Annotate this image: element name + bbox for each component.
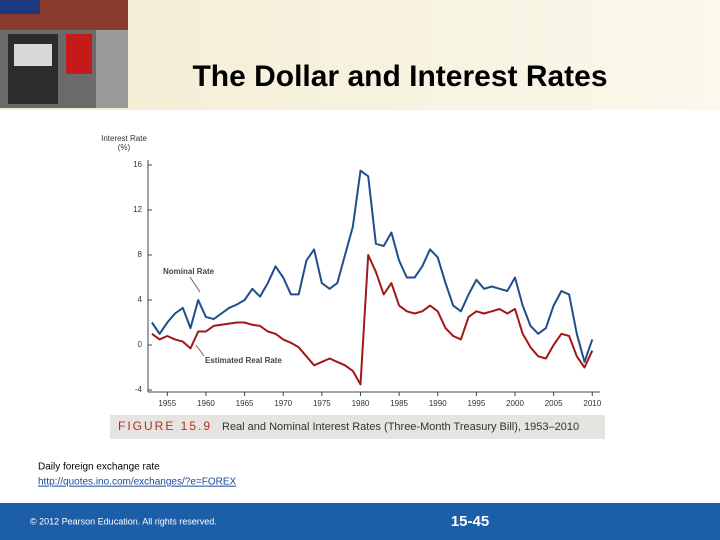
- series-label: Estimated Real Rate: [205, 356, 282, 365]
- caption-band: [110, 415, 605, 439]
- x-tick-label: 1990: [429, 399, 447, 408]
- y-tick-label: 12: [133, 205, 142, 214]
- series-label: Nominal Rate: [163, 267, 215, 276]
- banner-image: [0, 0, 128, 108]
- figure-number: FIGURE 15.9: [118, 419, 212, 433]
- y-tick-label: 16: [133, 160, 142, 169]
- copyright: © 2012 Pearson Education. All rights res…: [30, 516, 217, 526]
- y-tick-label: -4: [135, 385, 143, 394]
- x-tick-label: 2000: [506, 399, 524, 408]
- footer: [0, 503, 720, 540]
- x-tick-label: 1955: [158, 399, 176, 408]
- y-tick-label: 4: [138, 295, 143, 304]
- slide-title: The Dollar and Interest Rates: [192, 60, 607, 93]
- leader: [195, 344, 205, 357]
- x-tick-label: 1970: [274, 399, 292, 408]
- series-line: [151, 169, 594, 363]
- x-tick-label: 1975: [313, 399, 331, 408]
- y-tick-label: 8: [138, 250, 143, 259]
- note: Daily foreign exchange rate: [38, 462, 160, 473]
- x-tick-label: 1980: [352, 399, 370, 408]
- series-line: [151, 254, 594, 386]
- figure-caption: Real and Nominal Interest Rates (Three-M…: [222, 421, 579, 433]
- x-tick-label: 2005: [545, 399, 563, 408]
- leader: [189, 276, 201, 293]
- page-number: 15-45: [451, 513, 489, 530]
- x-tick-label: 1960: [197, 399, 215, 408]
- y-axis-label: Interest Rate (%): [101, 134, 147, 152]
- link[interactable]: http://quotes.ino.com/exchanges/?e=FOREX: [38, 477, 236, 488]
- x-tick-label: 2010: [583, 399, 601, 408]
- x-tick-label: 1965: [236, 399, 254, 408]
- x-tick-label: 1995: [467, 399, 485, 408]
- y-tick-label: 0: [138, 340, 143, 349]
- x-tick-label: 1985: [390, 399, 408, 408]
